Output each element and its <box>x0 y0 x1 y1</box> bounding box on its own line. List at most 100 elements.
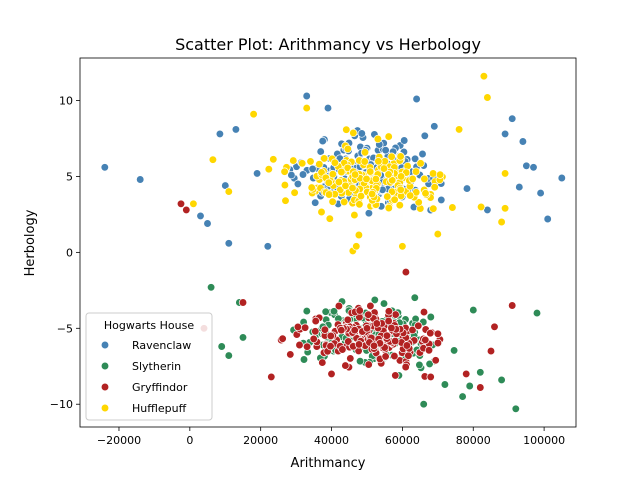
point-gryffindor <box>476 383 485 392</box>
point-ravenclaw <box>536 188 545 198</box>
point-hufflepuff <box>343 144 352 154</box>
point-hufflepuff <box>280 167 289 176</box>
point-gryffindor <box>354 340 364 349</box>
point-gryffindor <box>309 334 318 344</box>
point-slytherin <box>302 306 311 316</box>
x-tick-label: 40000 <box>314 434 349 447</box>
point-ravenclaw <box>522 161 531 170</box>
point-ravenclaw <box>203 219 212 228</box>
point-gryffindor <box>320 325 330 334</box>
point-hufflepuff <box>302 103 311 113</box>
point-hufflepuff <box>448 203 457 212</box>
point-hufflepuff <box>396 172 406 181</box>
point-slytherin <box>329 307 339 316</box>
point-hufflepuff <box>334 177 344 187</box>
point-gryffindor <box>343 315 352 324</box>
point-ravenclaw <box>231 125 241 134</box>
point-gryffindor <box>364 310 373 319</box>
x-tick-label: −20000 <box>97 434 141 447</box>
point-gryffindor <box>267 372 276 382</box>
point-hufflepuff <box>428 169 438 178</box>
point-ravenclaw <box>293 179 303 189</box>
point-hufflepuff <box>189 199 198 208</box>
point-ravenclaw <box>381 146 390 155</box>
y-axis-label: Herbology <box>23 209 38 276</box>
point-hufflepuff <box>328 197 337 206</box>
point-slytherin <box>410 293 419 302</box>
point-ravenclaw <box>224 239 233 248</box>
point-hufflepuff <box>349 128 358 138</box>
point-ravenclaw <box>311 198 320 207</box>
point-hufflepuff <box>483 93 492 102</box>
point-gryffindor <box>391 371 400 380</box>
point-ravenclaw <box>136 175 145 184</box>
point-gryffindor <box>302 342 312 351</box>
legend-label-hufflepuff: Hufflepuff <box>132 402 187 415</box>
point-gryffindor <box>404 351 413 360</box>
point-hufflepuff <box>355 200 364 209</box>
point-gryffindor <box>364 360 373 369</box>
point-hufflepuff <box>208 155 218 164</box>
point-hufflepuff <box>379 164 389 173</box>
point-ravenclaw <box>462 184 472 193</box>
point-hufflepuff <box>350 170 360 179</box>
point-slytherin <box>419 400 428 409</box>
point-gryffindor <box>486 346 496 356</box>
point-gryffindor <box>490 322 499 331</box>
point-ravenclaw <box>357 129 366 138</box>
point-gryffindor <box>391 336 400 346</box>
y-tick-label: −10 <box>50 398 73 411</box>
legend-label-ravenclaw: Ravenclaw <box>132 339 191 352</box>
point-hufflepuff <box>317 207 326 217</box>
point-hufflepuff <box>360 157 369 166</box>
point-gryffindor <box>382 331 392 340</box>
point-ravenclaw <box>252 169 262 178</box>
point-hufflepuff <box>264 165 273 174</box>
point-slytherin <box>238 333 248 342</box>
point-hufflepuff <box>429 204 438 213</box>
point-slytherin <box>458 392 467 401</box>
point-hufflepuff <box>396 185 405 194</box>
point-hufflepuff <box>371 174 381 184</box>
point-slytherin <box>321 307 330 316</box>
point-ravenclaw <box>557 173 566 183</box>
point-slytherin <box>449 346 459 355</box>
point-gryffindor <box>338 345 347 354</box>
point-hufflepuff <box>224 187 233 196</box>
legend-box <box>85 312 213 421</box>
point-hufflepuff <box>390 195 399 204</box>
point-slytherin <box>426 312 435 322</box>
point-gryffindor <box>300 323 310 332</box>
point-gryffindor <box>318 358 327 367</box>
point-hufflepuff <box>430 183 439 192</box>
point-hufflepuff <box>360 148 370 157</box>
point-slytherin <box>511 404 520 413</box>
scatter-points <box>100 72 566 413</box>
point-hufflepuff <box>367 189 377 199</box>
point-gryffindor <box>355 306 364 315</box>
point-gryffindor <box>433 338 443 348</box>
point-hufflepuff <box>337 167 346 177</box>
point-gryffindor <box>327 369 336 379</box>
point-ravenclaw <box>302 91 311 101</box>
point-slytherin <box>206 283 216 292</box>
point-hufflepuff <box>280 180 290 190</box>
point-hufflepuff <box>307 183 316 192</box>
point-ravenclaw <box>543 214 552 224</box>
point-hufflepuff <box>411 167 421 176</box>
point-hufflepuff <box>328 170 337 179</box>
point-gryffindor <box>414 321 423 330</box>
point-ravenclaw <box>437 195 446 205</box>
point-gryffindor <box>401 267 411 277</box>
point-hufflepuff <box>384 170 393 179</box>
point-gryffindor <box>419 307 429 317</box>
point-hufflepuff <box>476 202 486 212</box>
point-ravenclaw <box>400 136 409 145</box>
point-hufflepuff <box>414 198 423 207</box>
point-gryffindor <box>431 356 440 365</box>
x-tick-label: 100000 <box>523 434 565 447</box>
point-gryffindor <box>350 326 359 335</box>
legend-title: Hogwarts House <box>104 319 194 332</box>
point-gryffindor <box>384 316 393 326</box>
point-ravenclaw <box>515 182 524 192</box>
